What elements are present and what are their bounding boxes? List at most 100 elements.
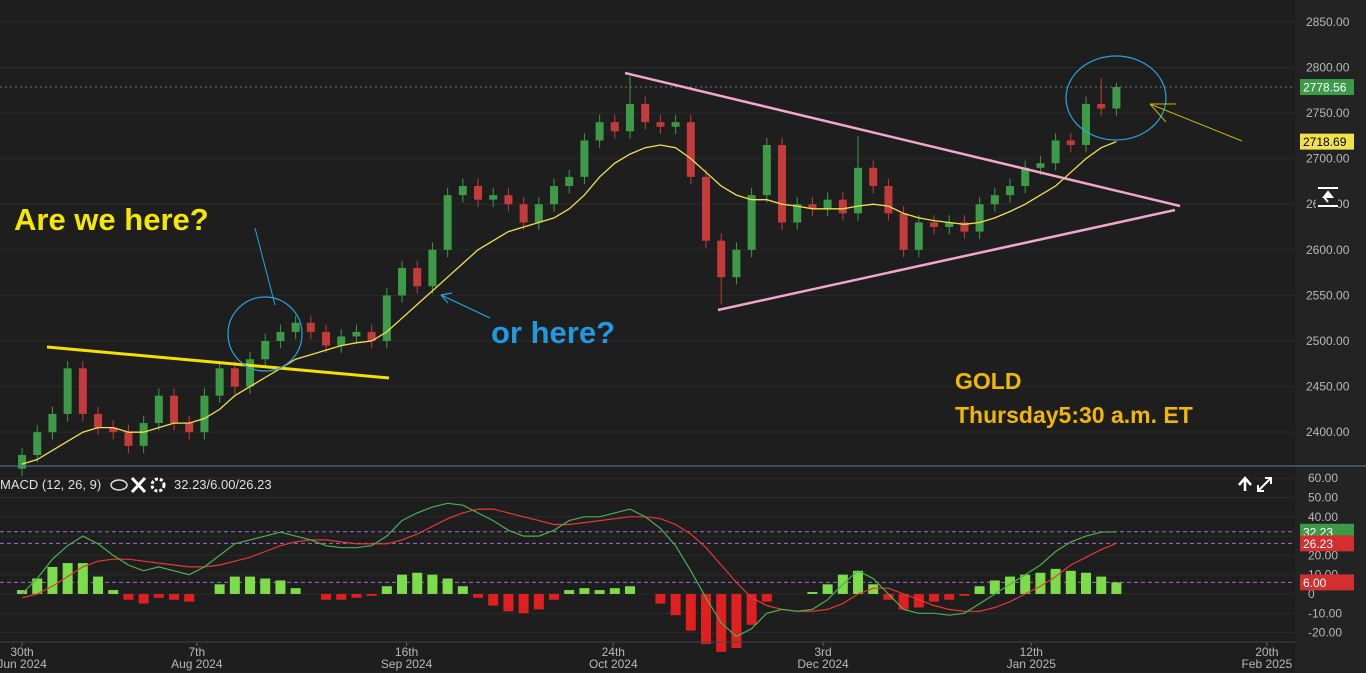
candle-body xyxy=(975,204,984,232)
candle-body xyxy=(732,249,741,278)
x-tick-sublabel: Feb 2025 xyxy=(1242,657,1293,671)
indicator-readout: 32.23/6.00/26.23 xyxy=(174,477,272,492)
y-tick-label: 2550.00 xyxy=(1306,288,1350,302)
histogram-bar xyxy=(184,593,195,602)
histogram-bar xyxy=(685,593,696,631)
candle-body xyxy=(428,249,437,287)
triangle-lower xyxy=(717,208,1176,312)
histogram-bar xyxy=(245,576,256,594)
histogram-bar xyxy=(1065,570,1076,594)
histogram-bar xyxy=(321,593,332,600)
histogram-bar xyxy=(169,593,180,600)
pointer-line xyxy=(254,227,276,306)
histogram-bar xyxy=(366,593,377,596)
y-tick-label: 2600.00 xyxy=(1306,243,1350,257)
candle-body xyxy=(671,122,680,127)
candle-body xyxy=(291,322,300,332)
histogram-bar xyxy=(533,593,544,610)
y-tick-label: 60.00 xyxy=(1308,471,1338,485)
y-tick-label: 2700.00 xyxy=(1306,152,1350,166)
candle-body xyxy=(48,413,57,433)
candle-body xyxy=(869,167,878,186)
histogram-bar xyxy=(746,593,757,625)
scale-icon[interactable] xyxy=(1316,186,1338,208)
histogram-bar xyxy=(397,574,408,594)
histogram-bar xyxy=(549,593,560,600)
candle-body xyxy=(382,295,391,341)
histogram-bar xyxy=(609,588,620,594)
eye-icon[interactable] xyxy=(110,479,128,491)
indicator-icons[interactable] xyxy=(110,476,166,494)
histogram-bar xyxy=(93,576,104,594)
histogram-bar xyxy=(123,593,134,600)
moving-average xyxy=(21,140,1117,465)
candle-body xyxy=(170,395,179,424)
x-tick-sublabel: Sep 2024 xyxy=(381,657,433,671)
marks-layer: 2400.002450.002500.002550.002600.002650.… xyxy=(0,15,1354,671)
histogram-bar xyxy=(214,584,225,594)
annotation-text: GOLD xyxy=(955,368,1021,394)
histogram-bar xyxy=(822,584,833,594)
candle-body xyxy=(489,195,498,200)
histogram-bar xyxy=(138,593,149,604)
candle-body xyxy=(884,186,893,214)
y-tick-label: 40.00 xyxy=(1308,510,1338,524)
candle-body xyxy=(1066,140,1075,145)
x-tick-label: 3rd xyxy=(814,645,831,659)
candle-body xyxy=(641,103,650,123)
annotation-text: Thursday5:30 a.m. ET xyxy=(955,402,1193,428)
indicator-title: MACD (12, 26, 9) xyxy=(0,477,101,492)
histogram-bar xyxy=(883,593,894,600)
grid-layer xyxy=(0,21,1295,634)
candle-body xyxy=(94,413,103,428)
candle-body xyxy=(793,204,802,223)
histogram-bar xyxy=(47,566,58,594)
histogram-bar xyxy=(1020,574,1031,594)
expand-icon[interactable] xyxy=(1257,477,1272,492)
y-tick-label: -10.00 xyxy=(1308,606,1342,620)
histogram-bar xyxy=(412,572,423,594)
candle-body xyxy=(18,454,27,469)
histogram-bar xyxy=(579,588,590,594)
histogram-bar xyxy=(108,590,119,594)
histogram-bar xyxy=(944,593,955,600)
candle-body xyxy=(458,186,467,196)
price-tag-bg xyxy=(1300,574,1354,591)
close-icon[interactable] xyxy=(130,476,147,494)
histogram-bar xyxy=(153,593,164,598)
price-tag: 6.00 xyxy=(1303,576,1327,590)
y-tick-label: 20.00 xyxy=(1308,548,1338,562)
candle-body xyxy=(398,268,407,296)
triangle-upper xyxy=(624,71,1181,208)
trend-line xyxy=(46,345,390,380)
y-tick-label: 2800.00 xyxy=(1306,60,1350,74)
candle-body xyxy=(656,122,665,127)
candle-body xyxy=(504,195,513,205)
histogram-bar xyxy=(1096,576,1107,594)
candle-body xyxy=(337,336,346,346)
y-tick-label: 2400.00 xyxy=(1306,425,1350,439)
candle-body xyxy=(367,331,376,341)
histogram-bar xyxy=(488,593,499,606)
histogram-bar xyxy=(761,593,772,602)
histogram-bar xyxy=(62,563,73,594)
histogram-bar xyxy=(503,593,514,612)
candle-body xyxy=(565,176,574,186)
move-up-icon[interactable] xyxy=(1238,476,1252,491)
y-tick-label: 2450.00 xyxy=(1306,380,1350,394)
y-tick-label: 2500.00 xyxy=(1306,334,1350,348)
scale-icon-glyph[interactable] xyxy=(1318,187,1338,207)
histogram-bar xyxy=(1050,568,1061,594)
histogram-bar xyxy=(974,586,985,594)
x-tick-sublabel: Oct 2024 xyxy=(589,657,638,671)
candle-body xyxy=(1082,103,1091,145)
histogram-bar xyxy=(381,586,392,594)
candle-body xyxy=(550,186,559,205)
histogram-bar xyxy=(1035,572,1046,594)
candle-body xyxy=(306,322,315,332)
macd-line xyxy=(21,502,1117,638)
histogram-bar xyxy=(17,590,28,594)
histogram-bar xyxy=(32,578,43,594)
settings-icon[interactable] xyxy=(150,477,166,493)
